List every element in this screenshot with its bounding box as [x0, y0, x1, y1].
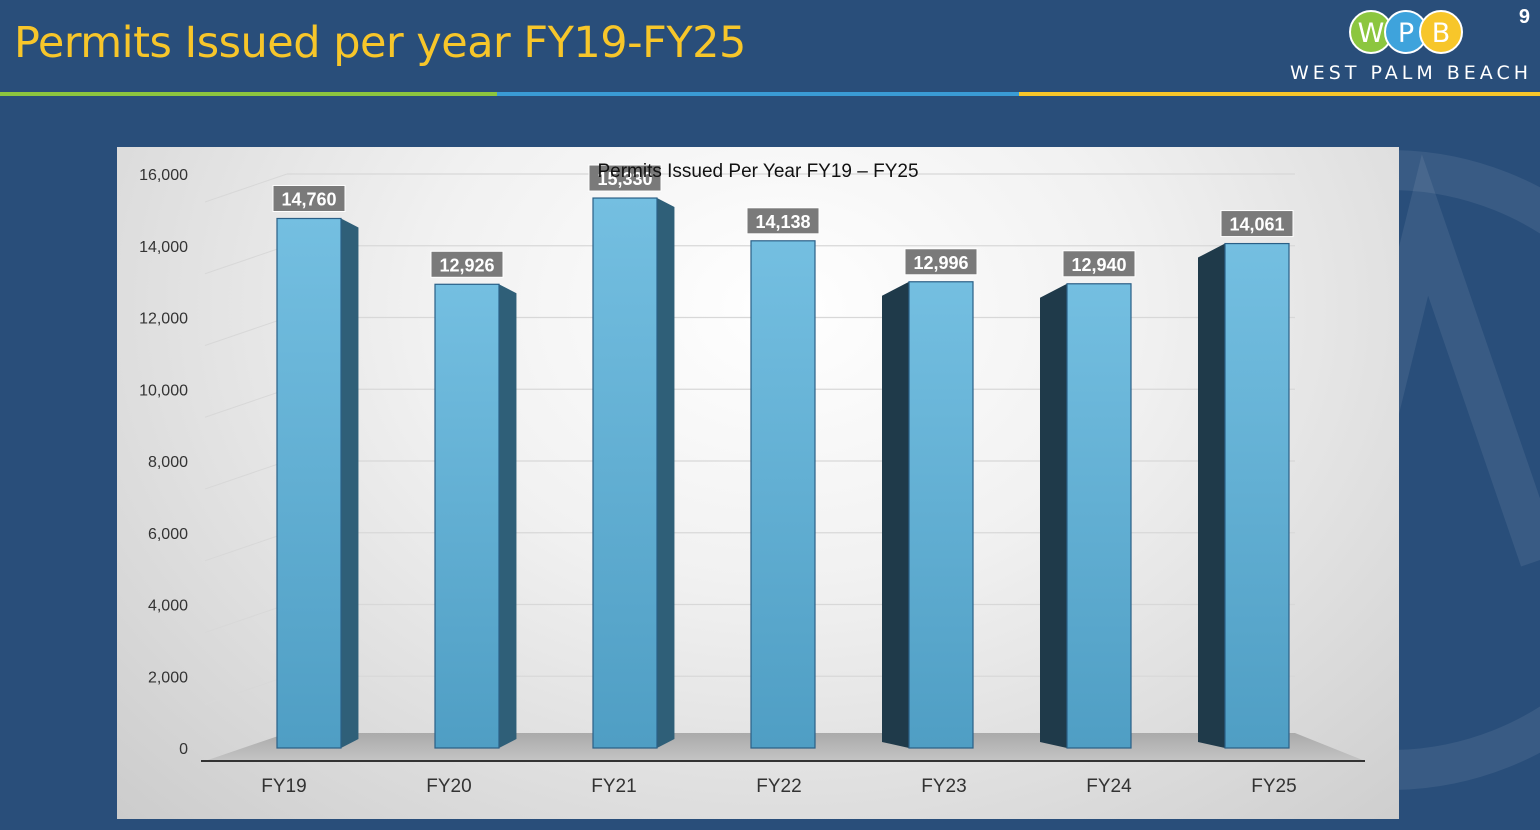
y-tick-label: 8,000	[148, 454, 188, 471]
bar-side	[341, 218, 359, 749]
logo-letter-w: W	[1358, 18, 1385, 49]
bar	[1224, 242, 1290, 749]
value-label-box	[746, 207, 820, 235]
x-tick-label: FY20	[426, 776, 471, 797]
gridline-depth	[204, 317, 288, 346]
gridline-depth	[204, 532, 288, 562]
bar	[1066, 283, 1132, 749]
x-tick-label: FY24	[1086, 776, 1132, 797]
y-tick-label: 12,000	[139, 311, 188, 328]
value-label-box	[1062, 250, 1136, 278]
slide-title: Permits Issued per year FY19-FY25	[14, 18, 746, 68]
bar	[276, 217, 342, 749]
x-tick-label: FY19	[261, 776, 306, 797]
y-tick-label: 2,000	[148, 669, 188, 686]
value-label-box	[588, 164, 662, 192]
y-tick-label: 14,000	[139, 239, 188, 256]
value-label: 14,061	[1229, 215, 1284, 235]
title-rule-green	[0, 92, 497, 96]
logo-tagline: WEST PALM BEACH	[1290, 62, 1533, 84]
slide-number: 9	[1518, 6, 1530, 28]
value-label: 14,138	[755, 212, 810, 232]
bar	[750, 240, 816, 749]
gridline-depth	[204, 388, 288, 418]
bar-chart: 0 2,000 4,000 6,000 8,000 10,000 12,000 14,000 1…	[139, 164, 1365, 797]
x-tick-label: FY23	[921, 776, 966, 797]
value-label-box	[1220, 210, 1294, 238]
x-tick-label: FY25	[1251, 776, 1296, 797]
bar-side	[657, 198, 675, 748]
y-tick-label: 6,000	[148, 526, 188, 543]
title-rule-blue	[497, 92, 1019, 96]
logo-letter-b: B	[1432, 18, 1451, 49]
value-label-box	[430, 250, 504, 278]
gridline-depth	[204, 173, 288, 203]
bar	[434, 283, 500, 749]
value-label: 15,330	[597, 169, 652, 189]
bar-side	[1198, 243, 1225, 748]
y-tick-label: 16,000	[139, 167, 188, 184]
wpb-logo: W P B	[1349, 10, 1463, 54]
y-tick-label: 0	[179, 741, 188, 758]
title-rule-yellow	[1019, 92, 1540, 96]
value-label: 12,926	[439, 255, 494, 275]
x-tick-label: FY21	[591, 776, 636, 797]
chart-panel: 0 2,000 4,000 6,000 8,000 10,000 12,000 14,000 1…	[117, 147, 1399, 819]
gridline-depth	[204, 460, 288, 490]
gridline-depth	[204, 245, 288, 275]
y-tick-label: 10,000	[139, 382, 188, 399]
logo-letter-p: P	[1398, 18, 1414, 49]
value-label-box	[904, 248, 978, 276]
value-label: 12,996	[913, 253, 968, 273]
x-tick-label: FY22	[756, 776, 801, 797]
bar-side	[499, 284, 517, 748]
value-label: 12,940	[1071, 255, 1126, 275]
bar-side	[1040, 283, 1067, 748]
bar-side	[882, 281, 909, 748]
chart-title: Permits Issued Per Year FY19 – FY25	[597, 161, 919, 182]
value-label: 14,760	[281, 189, 336, 209]
logo-circle-b	[1419, 10, 1463, 54]
value-label-box	[272, 184, 346, 212]
bar	[592, 197, 658, 749]
gridline-depth	[204, 604, 288, 633]
bar	[908, 281, 974, 749]
gridline-depth	[204, 675, 288, 705]
y-tick-label: 4,000	[148, 598, 188, 615]
